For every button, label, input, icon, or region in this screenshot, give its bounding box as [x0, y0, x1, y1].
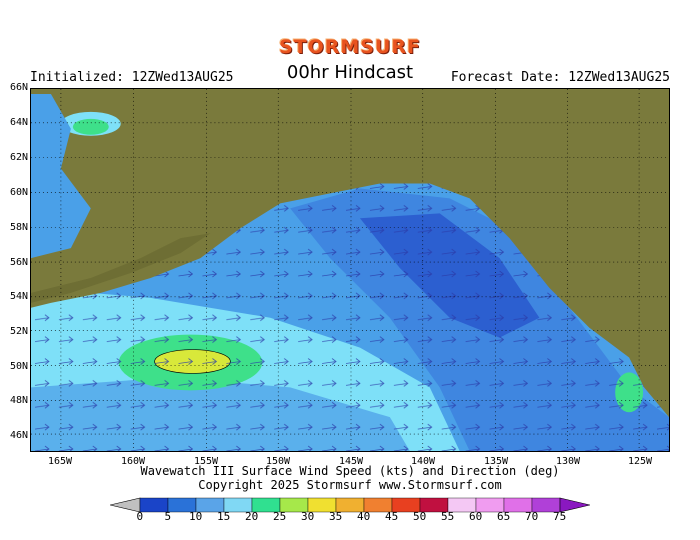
lat-label: 66N — [9, 82, 28, 93]
wind-map — [30, 88, 670, 452]
legend-tick-label: 10 — [189, 510, 203, 523]
legend-colorbar — [110, 497, 590, 513]
page-title: 00hr Hindcast — [286, 62, 414, 83]
legend-tick-label: 45 — [385, 510, 399, 523]
legend-swatches — [139, 497, 561, 513]
legend-tick-label: 25 — [273, 510, 287, 523]
caption-title: Wavewatch III Surface Wind Speed (kts) a… — [140, 464, 560, 478]
lon-label: 150W — [266, 456, 291, 467]
caption-copyright: Copyright 2025 Stormsurf www.Stormsurf.c… — [198, 478, 502, 492]
land-alaska — [31, 89, 669, 418]
legend-tick-label: 70 — [525, 510, 539, 523]
lon-label: 155W — [194, 456, 219, 467]
legend-tick-label: 0 — [136, 510, 144, 523]
lon-label: 145W — [339, 456, 364, 467]
lon-label: 140W — [411, 456, 436, 467]
legend-tick-label: 60 — [469, 510, 483, 523]
legend-tick-label: 5 — [164, 510, 172, 523]
legend-tick-label: 65 — [497, 510, 511, 523]
legend-tick-label: 55 — [441, 510, 455, 523]
lat-lon-grid — [31, 89, 669, 451]
legend-tick-label: 35 — [329, 510, 343, 523]
legend-arrow-left — [110, 497, 141, 513]
legend-tick-label: 15 — [217, 510, 231, 523]
lon-label: 135W — [484, 456, 509, 467]
legend-tick-label: 75 — [553, 510, 567, 523]
lat-label: 46N — [9, 430, 28, 441]
legend-tick-label: 30 — [301, 510, 315, 523]
lat-label: 56N — [9, 257, 28, 268]
legend-arrow-right — [559, 497, 590, 513]
legend-tick-label: 50 — [413, 510, 427, 523]
lat-label: 60N — [9, 187, 28, 198]
lon-label: 165W — [48, 456, 73, 467]
lat-label: 64N — [9, 117, 28, 128]
lat-label: 54N — [9, 291, 28, 302]
stormsurf-logo: STORMSURF — [278, 36, 422, 58]
lat-label: 50N — [9, 361, 28, 372]
lon-label: 125W — [628, 456, 653, 467]
land-peninsula — [31, 233, 211, 303]
bering-green — [72, 118, 109, 135]
forecast-date-label: Forecast Date: 12ZWed13AUG25 — [450, 70, 670, 85]
legend-tick-label: 40 — [357, 510, 371, 523]
initialized-label: Initialized: 12ZWed13AUG25 — [30, 70, 234, 85]
lat-label: 58N — [9, 222, 28, 233]
lat-label: 62N — [9, 152, 28, 163]
lat-label: 52N — [9, 326, 28, 337]
lat-label: 48N — [9, 395, 28, 406]
lon-label: 160W — [121, 456, 146, 467]
legend-tick-label: 20 — [245, 510, 259, 523]
bering-sea — [31, 93, 91, 259]
lon-label: 130W — [556, 456, 581, 467]
